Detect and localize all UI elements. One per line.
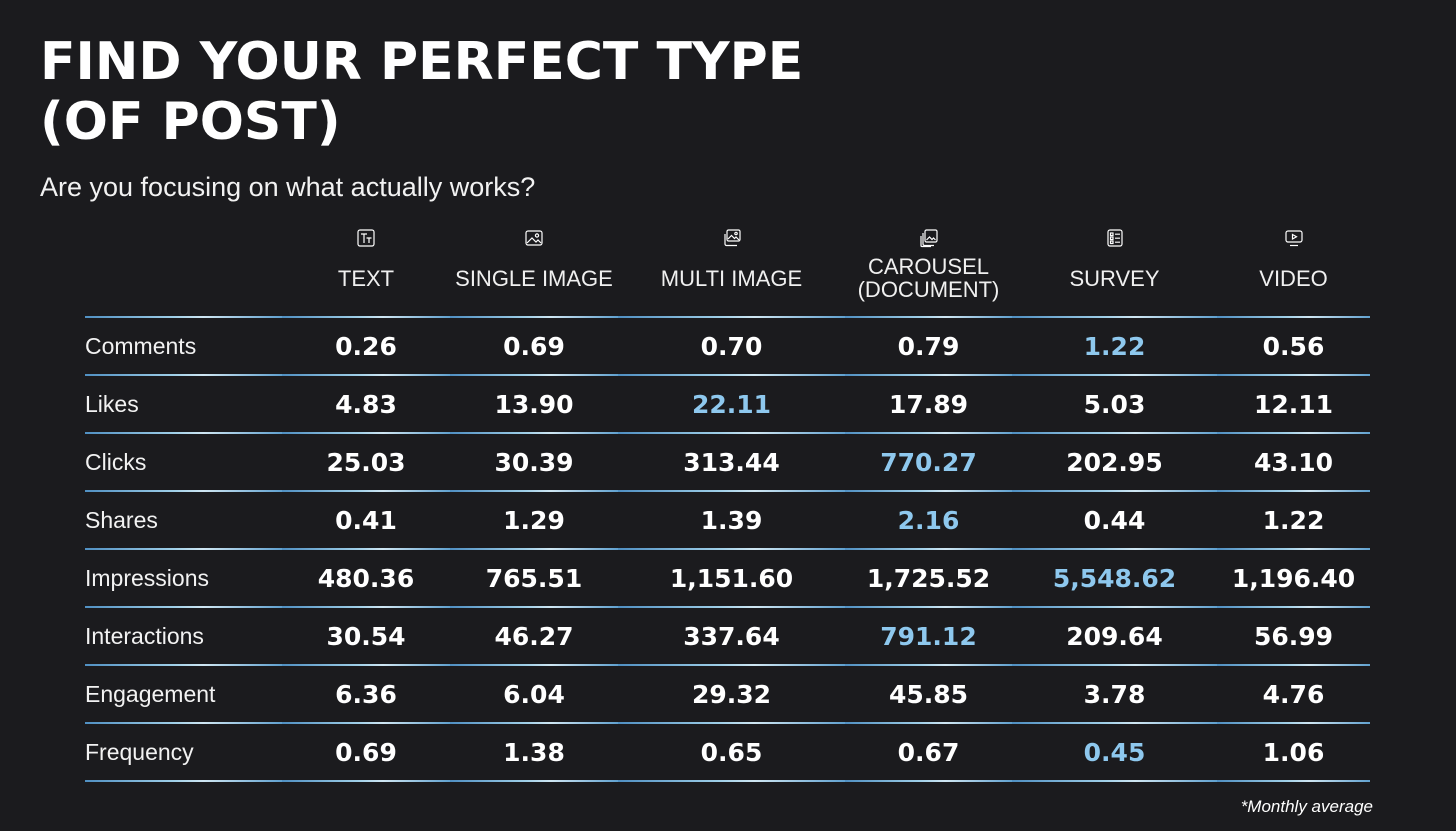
table-cell: 5.03 [1012, 374, 1217, 432]
table-cell: 1.22 [1217, 490, 1370, 548]
table-row: Clicks 25.03 30.39 313.44 770.27 202.95 43.10 [85, 432, 1370, 490]
column-header-label: MULTI IMAGE [660, 265, 803, 291]
table-cell-highlighted: 5,548.62 [1012, 548, 1217, 606]
table-cell: 0.69 [450, 316, 618, 374]
table-cell: 45.85 [845, 664, 1012, 722]
row-label: Likes [85, 374, 282, 432]
table-cell: 56.99 [1217, 606, 1370, 664]
column-header: SINGLE IMAGE [450, 220, 618, 316]
table-cell: 209.64 [1012, 606, 1217, 664]
table-cell: 1.38 [450, 722, 618, 782]
table-row: Shares 0.41 1.29 1.39 2.16 0.44 1.22 [85, 490, 1370, 548]
multi-image-icon [722, 228, 742, 248]
carousel-icon [919, 228, 939, 248]
page-title: FIND YOUR PERFECT TYPE (OF POST) [40, 32, 803, 152]
video-icon [1284, 228, 1304, 248]
title-line: (OF POST) [40, 92, 341, 152]
survey-icon [1105, 228, 1125, 248]
table-cell: 0.69 [282, 722, 450, 782]
column-header-label: SINGLE IMAGE [455, 265, 613, 291]
table-cell: 6.04 [450, 664, 618, 722]
table-cell: 0.44 [1012, 490, 1217, 548]
table-cell: 30.39 [450, 432, 618, 490]
row-label: Comments [85, 316, 282, 374]
table-cell: 1,196.40 [1217, 548, 1370, 606]
table-cell: 0.26 [282, 316, 450, 374]
table-cell: 4.76 [1217, 664, 1370, 722]
header-row: TEXT SINGLE IMAGE MULTI IMAGE CAROUSEL (DOC… [85, 220, 1370, 316]
table-cell: 29.32 [618, 664, 845, 722]
column-header: SURVEY [1012, 220, 1217, 316]
post-type-table: TEXT SINGLE IMAGE MULTI IMAGE CAROUSEL (DOC… [85, 220, 1370, 782]
column-header-label: VIDEO [1259, 265, 1328, 291]
column-header: MULTI IMAGE [618, 220, 845, 316]
column-header: CAROUSEL (DOCUMENT) [845, 220, 1012, 316]
table-cell: 313.44 [618, 432, 845, 490]
table-cell: 0.41 [282, 490, 450, 548]
title-line: FIND YOUR PERFECT TYPE [40, 32, 804, 92]
table-cell: 0.70 [618, 316, 845, 374]
table-row: Comments 0.26 0.69 0.70 0.79 1.22 0.56 [85, 316, 1370, 374]
table-cell: 1,151.60 [618, 548, 845, 606]
table-cell: 6.36 [282, 664, 450, 722]
row-label: Interactions [85, 606, 282, 664]
table-cell: 480.36 [282, 548, 450, 606]
column-header-label: SURVEY [1069, 265, 1160, 291]
table-cell: 43.10 [1217, 432, 1370, 490]
column-header: TEXT [282, 220, 450, 316]
table-body: Comments 0.26 0.69 0.70 0.79 1.22 0.56 Likes 4.8… [85, 316, 1370, 782]
table-cell: 3.78 [1012, 664, 1217, 722]
corner-cell [85, 220, 282, 316]
table-cell: 25.03 [282, 432, 450, 490]
text-format-icon [356, 228, 376, 248]
image-icon [524, 228, 544, 248]
table-cell-highlighted: 791.12 [845, 606, 1012, 664]
column-header-label: CAROUSEL (DOCUMENT) [857, 254, 1000, 302]
table-cell: 46.27 [450, 606, 618, 664]
column-header-label: TEXT [337, 265, 395, 291]
table-cell: 0.56 [1217, 316, 1370, 374]
table-cell-highlighted: 0.45 [1012, 722, 1217, 782]
table-cell: 765.51 [450, 548, 618, 606]
table-row: Interactions 30.54 46.27 337.64 791.12 209.64… [85, 606, 1370, 664]
table-cell: 12.11 [1217, 374, 1370, 432]
table-cell: 337.64 [618, 606, 845, 664]
table-cell: 0.65 [618, 722, 845, 782]
table-cell: 1.29 [450, 490, 618, 548]
footnote: *Monthly average [1240, 797, 1373, 816]
row-label: Frequency [85, 722, 282, 782]
row-label: Engagement [85, 664, 282, 722]
table-cell: 1.39 [618, 490, 845, 548]
table-row: Likes 4.83 13.90 22.11 17.89 5.03 12.11 [85, 374, 1370, 432]
table-row: Impressions 480.36 765.51 1,151.60 1,725.52 5… [85, 548, 1370, 606]
table-cell: 13.90 [450, 374, 618, 432]
table-cell: 0.79 [845, 316, 1012, 374]
table-cell: 1,725.52 [845, 548, 1012, 606]
table-cell: 0.67 [845, 722, 1012, 782]
table-cell: 1.06 [1217, 722, 1370, 782]
table-cell-highlighted: 2.16 [845, 490, 1012, 548]
table-row: Frequency 0.69 1.38 0.65 0.67 0.45 1.06 [85, 722, 1370, 782]
table-row: Engagement 6.36 6.04 29.32 45.85 3.78 4.76 [85, 664, 1370, 722]
table-cell: 202.95 [1012, 432, 1217, 490]
table-cell-highlighted: 22.11 [618, 374, 845, 432]
subtitle: Are you focusing on what actually works? [40, 172, 536, 202]
table-cell: 30.54 [282, 606, 450, 664]
table-cell: 4.83 [282, 374, 450, 432]
row-label: Shares [85, 490, 282, 548]
table-cell-highlighted: 1.22 [1012, 316, 1217, 374]
table-cell-highlighted: 770.27 [845, 432, 1012, 490]
column-header: VIDEO [1217, 220, 1370, 316]
row-label: Impressions [85, 548, 282, 606]
table-cell: 17.89 [845, 374, 1012, 432]
row-label: Clicks [85, 432, 282, 490]
